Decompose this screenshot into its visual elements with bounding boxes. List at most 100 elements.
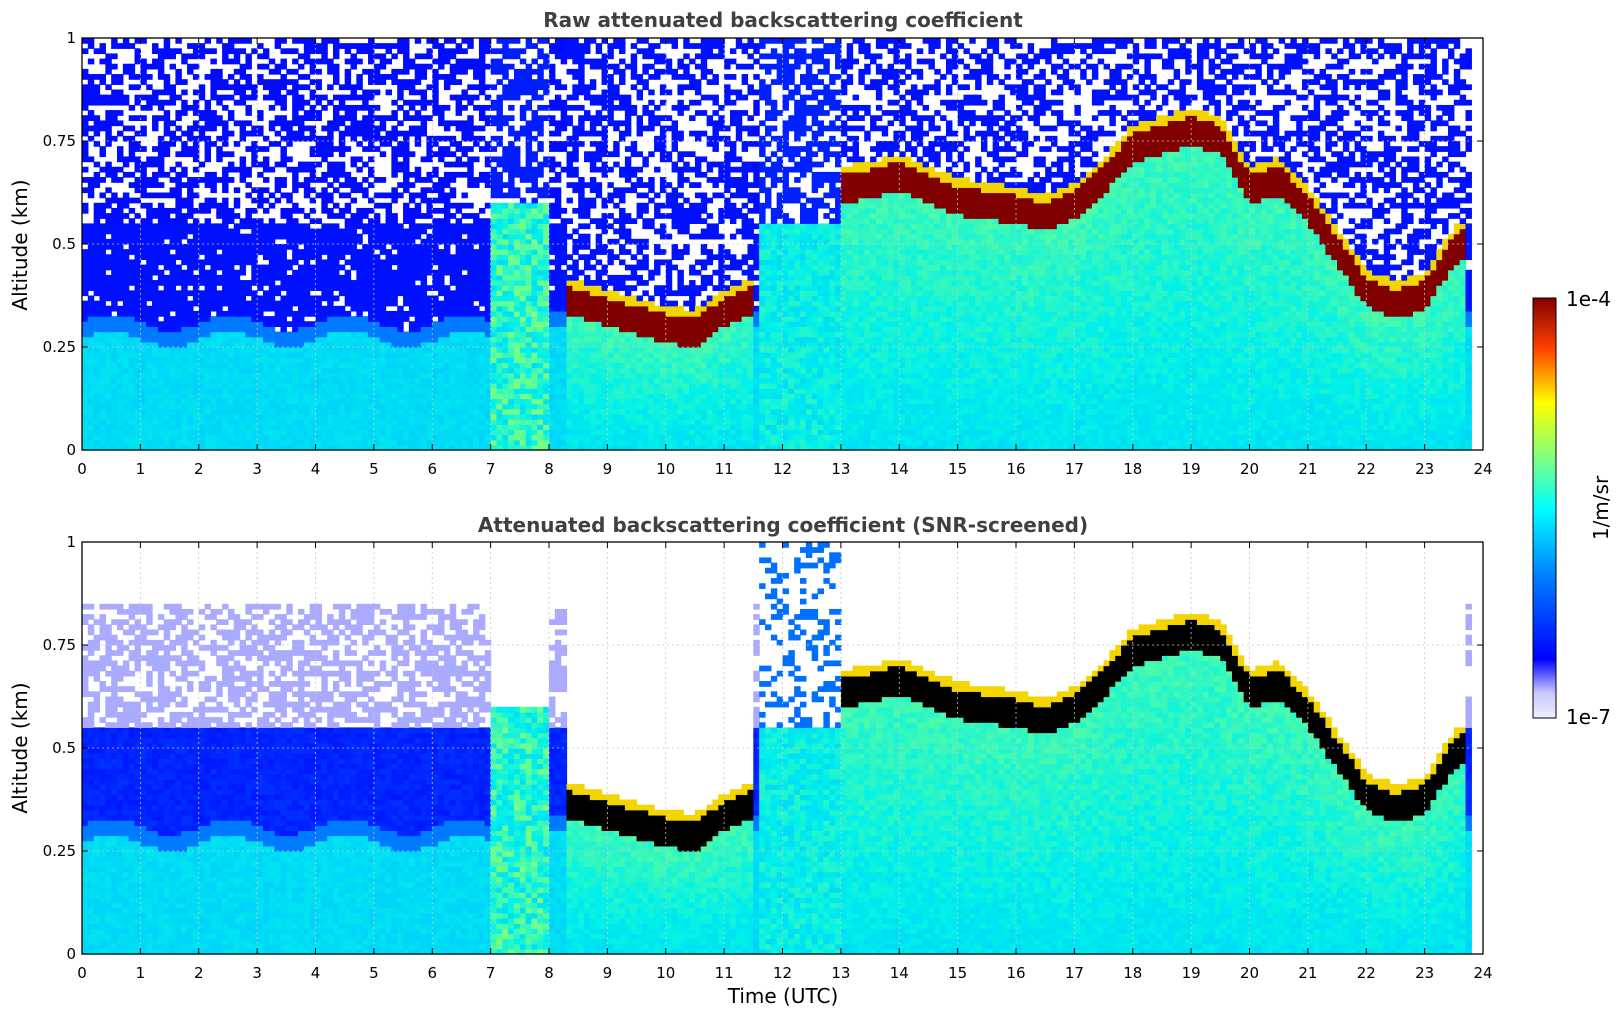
heatmap-cell (152, 264, 159, 271)
heatmap-cell (268, 274, 276, 281)
heatmap-cell (356, 393, 363, 400)
heatmap-cell (134, 419, 141, 425)
heatmap-cell (519, 305, 527, 312)
heatmap-cell (321, 259, 328, 266)
heatmap-cell (140, 413, 147, 420)
heatmap-cell (531, 408, 538, 415)
heatmap-cell (286, 285, 293, 291)
heatmap-cell (397, 94, 404, 101)
heatmap-cell (99, 403, 106, 410)
heatmap-cell (443, 53, 451, 60)
heatmap-cell (297, 254, 305, 261)
heatmap-cell (292, 115, 299, 121)
heatmap-cell (426, 424, 433, 430)
heatmap-cell (508, 213, 515, 219)
heatmap-cell (140, 372, 147, 379)
heatmap-cell (292, 403, 299, 410)
heatmap-cell (321, 94, 328, 101)
heatmap-cell (490, 135, 498, 142)
heatmap-cell (443, 310, 451, 317)
heatmap-cell (163, 321, 171, 327)
heatmap-cell (426, 377, 433, 384)
heatmap-cell (187, 182, 194, 188)
heatmap-cell (245, 53, 252, 60)
heatmap-cell (443, 151, 451, 158)
heatmap-cell (338, 280, 346, 286)
heatmap-cell (368, 74, 375, 80)
heatmap-cell (350, 120, 357, 127)
heatmap-cell (391, 171, 398, 178)
heatmap-cell (414, 403, 422, 410)
heatmap-cell (222, 439, 229, 446)
heatmap-cell (87, 398, 95, 405)
heatmap-cell (128, 156, 136, 163)
heatmap-cell (181, 316, 188, 322)
heatmap-cell (251, 367, 258, 374)
heatmap-cell (508, 383, 515, 389)
heatmap-cell (490, 213, 498, 219)
heatmap-cell (93, 182, 101, 188)
heatmap-cell (268, 347, 276, 353)
heatmap-cell (268, 403, 276, 410)
heatmap-cell (280, 413, 287, 420)
heatmap-cell (519, 398, 527, 405)
heatmap-cell (292, 347, 299, 353)
heatmap-cell (93, 341, 101, 348)
heatmap-cell (122, 156, 130, 163)
heatmap-cell (490, 413, 498, 420)
heatmap-cell (192, 316, 200, 322)
heatmap-cell (513, 48, 521, 55)
heatmap-cell (397, 419, 404, 425)
heatmap-cell (210, 79, 217, 85)
heatmap-cell (157, 218, 165, 224)
heatmap-cell (163, 388, 171, 394)
heatmap-cell (537, 429, 544, 436)
heatmap-cell (467, 388, 474, 394)
heatmap-cell (356, 439, 363, 446)
heatmap-cell (543, 104, 550, 111)
heatmap-cell (309, 383, 317, 389)
heatmap-cell (502, 269, 509, 276)
heatmap-cell (438, 254, 445, 261)
heatmap-cell (280, 228, 287, 235)
heatmap-cell (297, 84, 305, 91)
heatmap-cell (152, 156, 159, 163)
heatmap-cell (280, 120, 287, 127)
heatmap-cell (379, 336, 387, 343)
heatmap-cell (181, 285, 188, 291)
heatmap-cell (549, 444, 556, 451)
heatmap-cell (140, 357, 147, 364)
heatmap-cell (403, 316, 410, 322)
heatmap-cell (128, 444, 136, 451)
heatmap-cell (443, 192, 451, 199)
heatmap-cell (350, 398, 357, 405)
heatmap-cell (292, 58, 299, 65)
heatmap-cell (467, 383, 474, 389)
heatmap-cell (122, 254, 130, 261)
heatmap-cell (391, 316, 398, 322)
heatmap-cell (508, 419, 515, 425)
heatmap-cell (117, 326, 124, 333)
heatmap-cell (239, 403, 247, 410)
heatmap-cell (245, 207, 252, 214)
heatmap-cell (105, 228, 112, 235)
heatmap-cell (525, 269, 533, 276)
heatmap-cell (99, 341, 106, 348)
heatmap-cell (490, 377, 498, 384)
heatmap-cell (204, 290, 212, 297)
heatmap-cell (315, 99, 322, 106)
heatmap-cell (496, 352, 503, 358)
heatmap-cell (531, 249, 538, 255)
heatmap-cell (403, 207, 410, 214)
heatmap-cell (525, 249, 533, 255)
heatmap-cell (449, 434, 457, 441)
heatmap-cell (484, 43, 492, 49)
heatmap-cell (99, 295, 106, 302)
heatmap-cell (537, 202, 544, 209)
heatmap-cell (175, 393, 182, 400)
heatmap-cell (152, 192, 159, 199)
heatmap-cell (490, 372, 498, 379)
heatmap-cell (134, 444, 141, 451)
heatmap-cell (134, 264, 141, 271)
heatmap-cell (333, 110, 340, 116)
